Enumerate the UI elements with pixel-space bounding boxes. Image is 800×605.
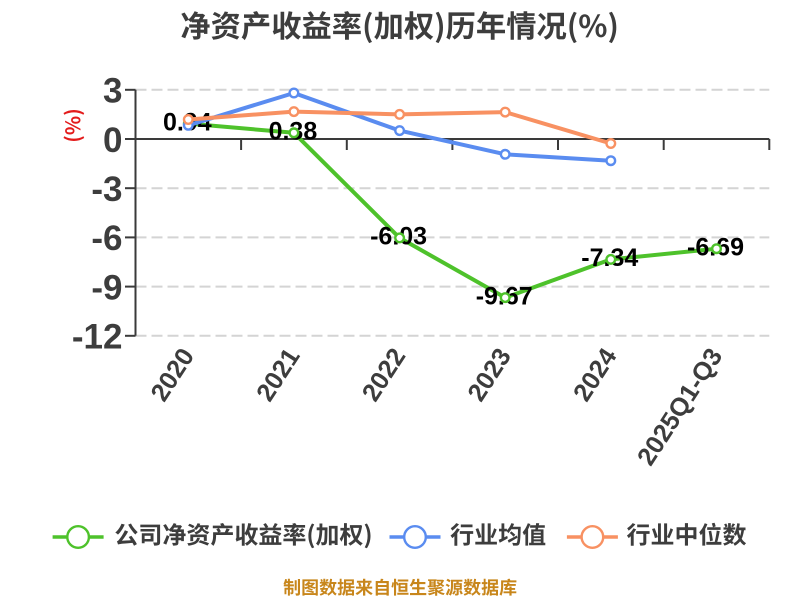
- svg-text:0: 0: [103, 121, 122, 160]
- svg-text:-3: -3: [91, 170, 122, 209]
- svg-text:3: 3: [103, 72, 122, 111]
- svg-text:-9: -9: [91, 268, 122, 307]
- svg-text:-12: -12: [72, 318, 123, 357]
- svg-text:-6: -6: [91, 219, 122, 258]
